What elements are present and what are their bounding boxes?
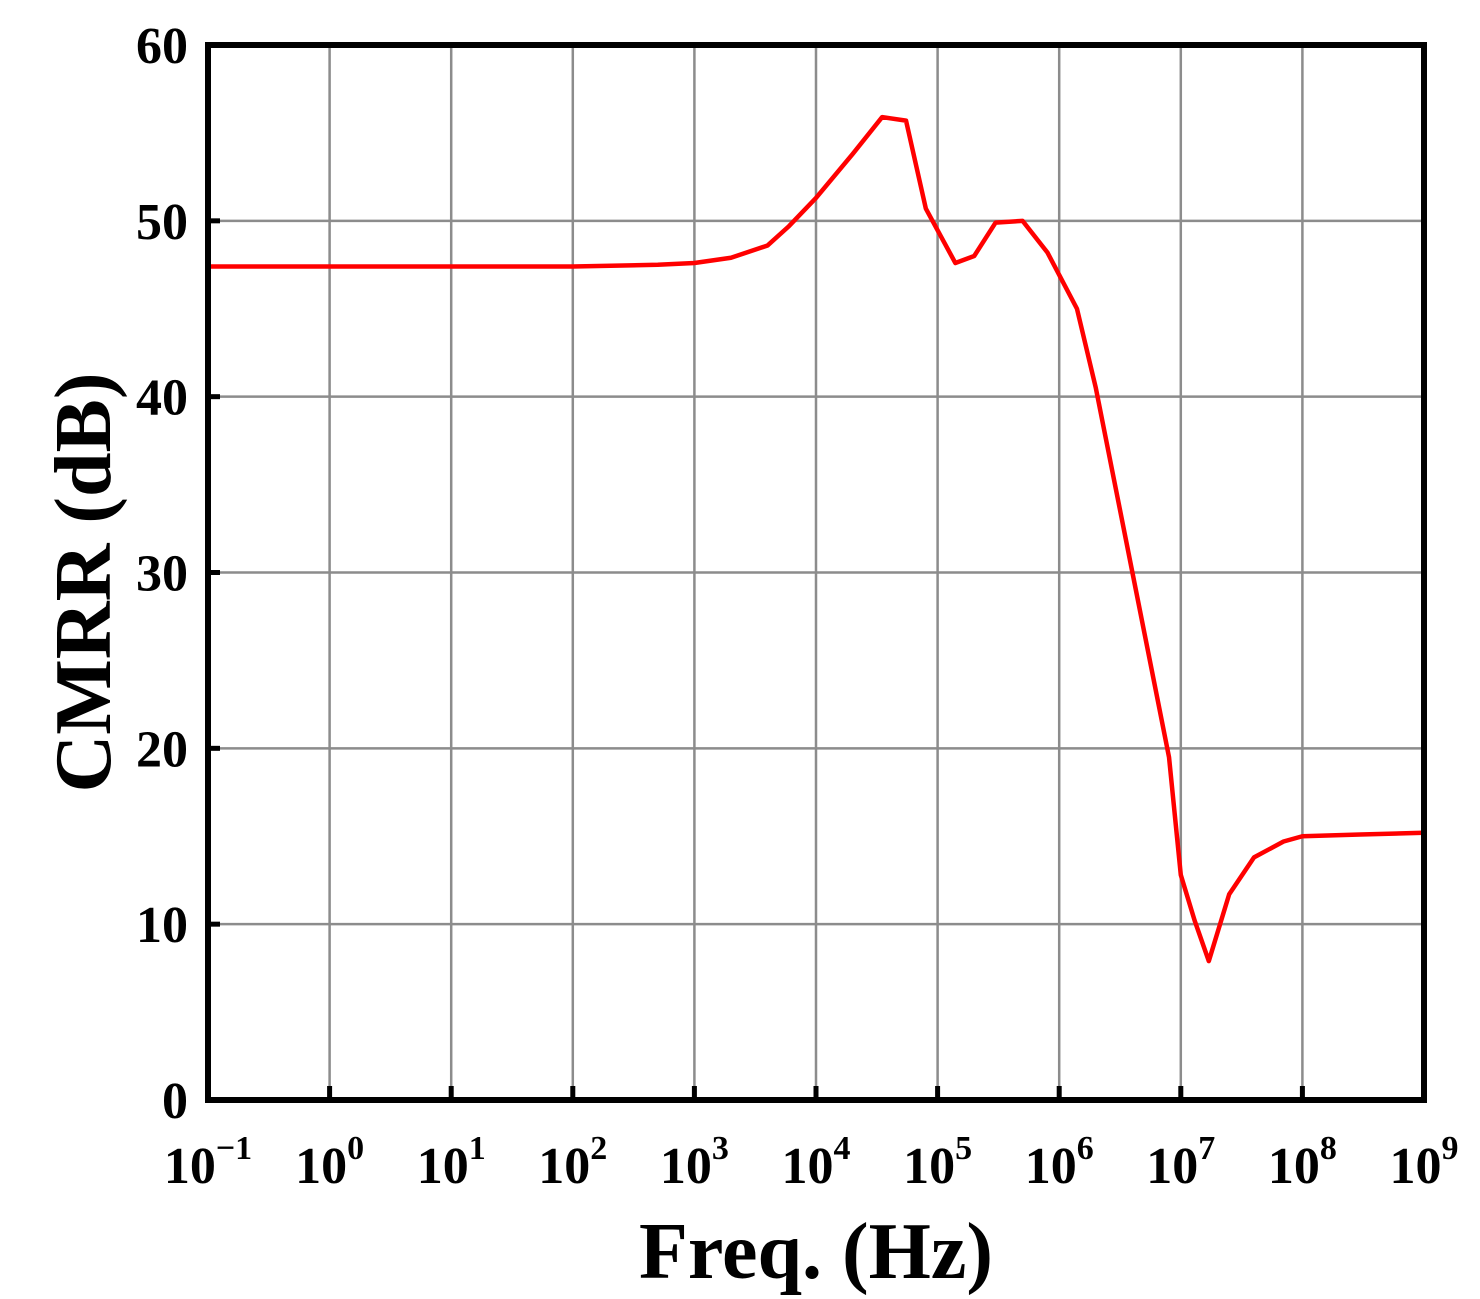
x-tick-label: 109 xyxy=(1390,1130,1459,1195)
x-tick-label: 107 xyxy=(1146,1130,1215,1195)
x-tick-label: 104 xyxy=(782,1130,851,1195)
x-tick-label: 101 xyxy=(417,1130,486,1195)
x-tick-label: 108 xyxy=(1268,1130,1337,1195)
y-tick-label: 0 xyxy=(162,1073,188,1130)
y-tick-label: 60 xyxy=(136,18,188,75)
x-tick-label: 10−1 xyxy=(164,1130,252,1195)
y-tick-labels: 0 10 20 30 40 50 60 xyxy=(136,18,188,1130)
x-tick-label: 106 xyxy=(1025,1130,1094,1195)
x-tick-label: 100 xyxy=(295,1130,364,1195)
x-tick-label: 102 xyxy=(538,1130,607,1195)
x-tick-label: 105 xyxy=(903,1130,972,1195)
y-tick-label: 30 xyxy=(136,546,188,603)
x-axis-title: Freq. (Hz) xyxy=(639,1208,993,1296)
grid-lines xyxy=(206,43,1426,1102)
y-tick-label: 10 xyxy=(136,897,188,954)
x-tick-label: 103 xyxy=(660,1130,729,1195)
y-tick-label: 40 xyxy=(136,370,188,427)
y-axis-title: CMRR (dB) xyxy=(40,373,128,793)
y-tick-label: 20 xyxy=(136,721,188,778)
cmrr-series-line xyxy=(205,114,1427,964)
y-tick-label: 50 xyxy=(136,194,188,251)
series-layer xyxy=(205,114,1427,964)
x-tick-labels: 10−1 100 101 102 103 104 105 106 107 108 109 xyxy=(164,1130,1459,1195)
tick-marks xyxy=(205,42,1427,1103)
